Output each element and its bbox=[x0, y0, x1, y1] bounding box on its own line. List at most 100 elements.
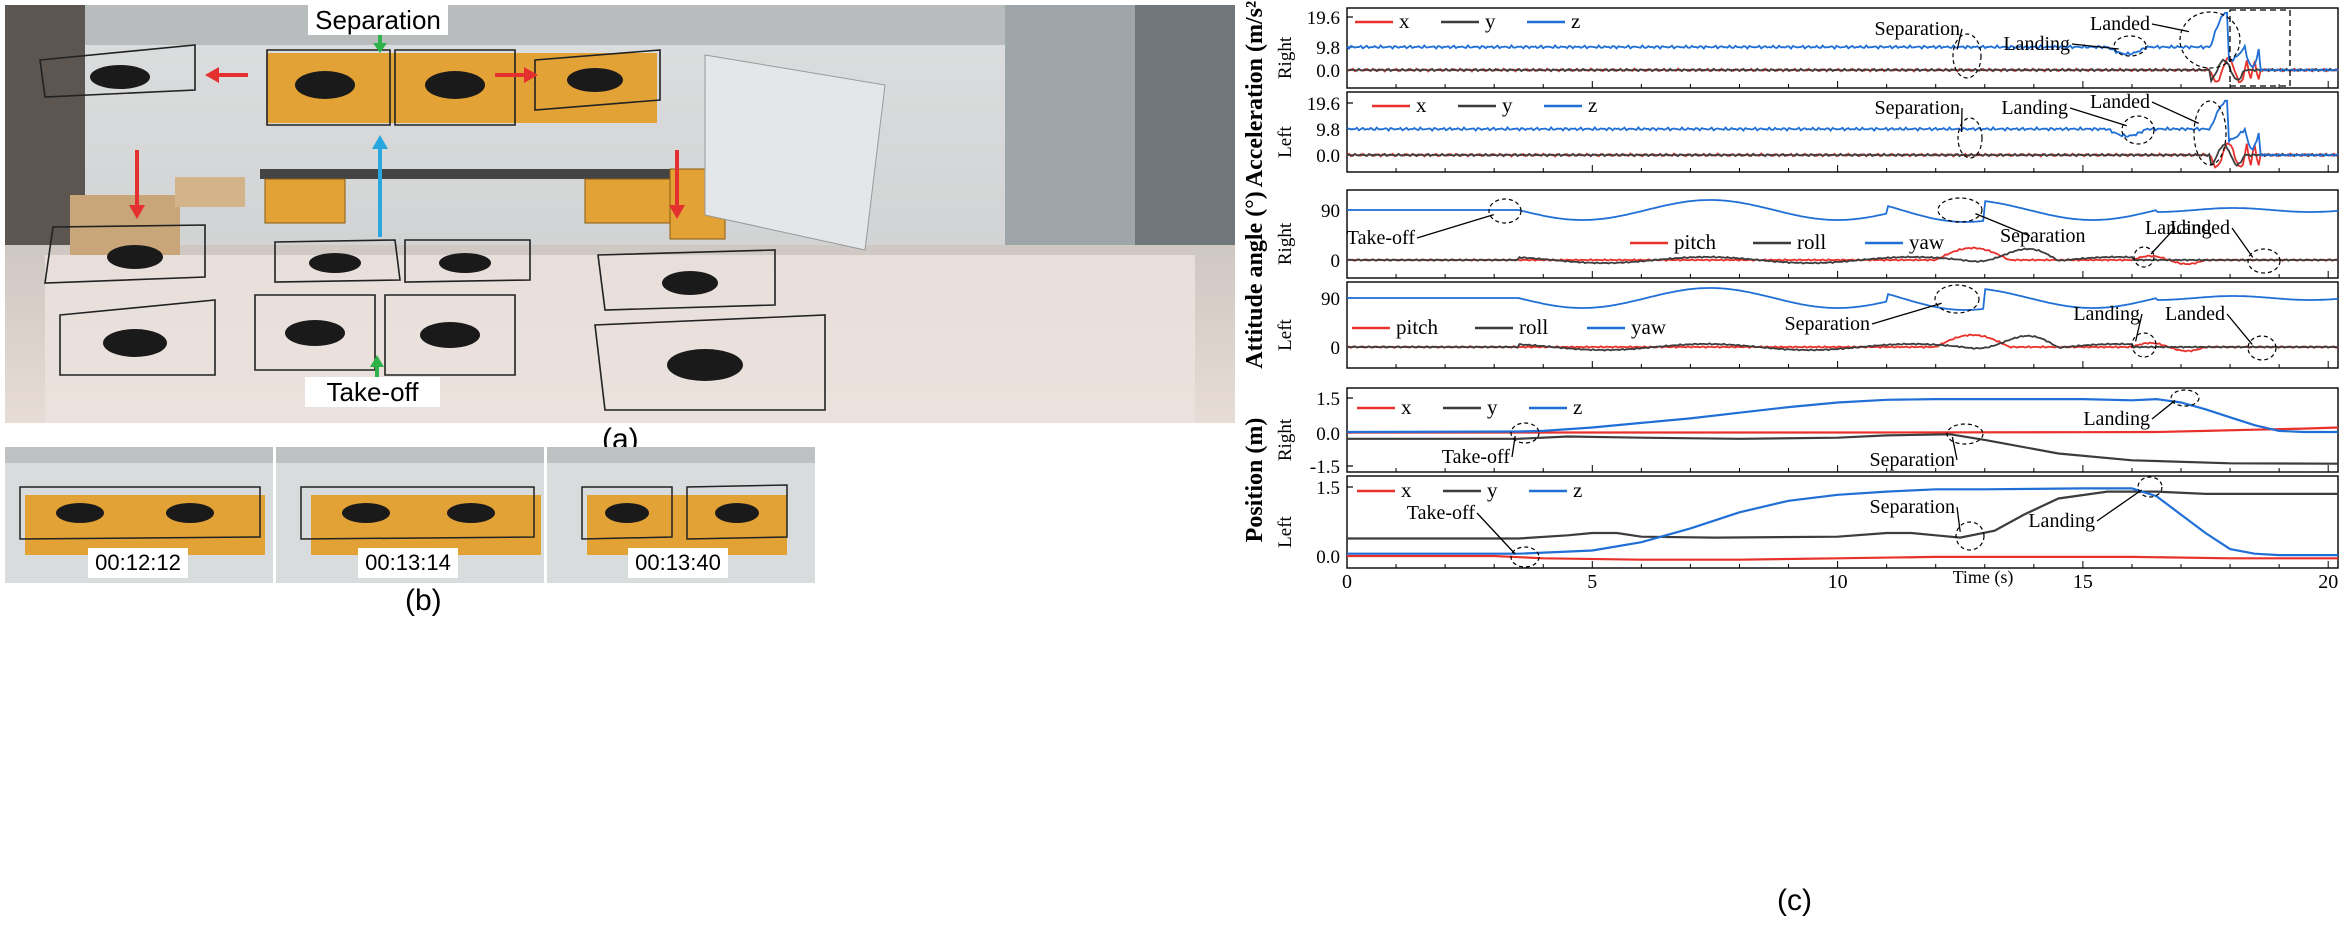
x-tick-label: 15 bbox=[2073, 571, 2093, 593]
series-line-yaw bbox=[1347, 287, 2339, 311]
y-tick-label: 1.5 bbox=[1316, 478, 1340, 499]
annotation-landing: Landing bbox=[2028, 510, 2095, 532]
legend-label-roll: roll bbox=[1797, 230, 1826, 254]
annotation-arrow bbox=[2134, 313, 2143, 342]
annotation-arrow bbox=[1956, 506, 1961, 532]
legend-label-z: z bbox=[1588, 93, 1597, 117]
legend-label-z: z bbox=[1573, 395, 1582, 419]
annotation-circle bbox=[1957, 117, 1983, 159]
legend-label-y: y bbox=[1485, 9, 1496, 33]
series-line-y bbox=[1346, 143, 2339, 168]
annotation-circle bbox=[2179, 11, 2241, 69]
series-line-yaw bbox=[1347, 199, 2339, 223]
annotation-circle bbox=[2121, 115, 2155, 145]
annotation-arrow bbox=[2226, 313, 2253, 345]
annotation-circle bbox=[2137, 476, 2163, 498]
legend-label-x: x bbox=[1399, 9, 1410, 33]
separation-label: Separation bbox=[308, 5, 448, 35]
annotation-circle bbox=[2247, 248, 2281, 274]
annotation-circle bbox=[1934, 284, 1980, 314]
annotation-separation: Separation bbox=[1869, 496, 1955, 518]
timestamp-2: 00:13:14 bbox=[358, 548, 458, 578]
series-line-z bbox=[1347, 487, 2338, 557]
takeoff-label: Take-off bbox=[305, 377, 440, 407]
photo-a bbox=[5, 5, 1235, 423]
annotation-arrow bbox=[2151, 101, 2200, 124]
annotation-circle bbox=[2193, 100, 2227, 166]
y-tick-label: 0.0 bbox=[1316, 547, 1340, 568]
annotation-take-off: Take-off bbox=[1407, 502, 1476, 524]
annotation-arrow bbox=[2071, 43, 2119, 50]
photo-b2 bbox=[276, 447, 544, 583]
panel-label: Right bbox=[1275, 222, 1296, 265]
annotation-landing: Landing bbox=[2001, 97, 2068, 119]
annotation-circle bbox=[1488, 198, 1522, 224]
annotation-circle bbox=[2170, 389, 2200, 407]
caption-b: (b) bbox=[405, 584, 442, 617]
legend-label-yaw: yaw bbox=[1631, 315, 1667, 339]
annotation-circle bbox=[2247, 335, 2277, 361]
annotation-arrow bbox=[1956, 28, 1963, 50]
annotation-arrow bbox=[2151, 399, 2176, 420]
series-line-z bbox=[1346, 397, 2338, 434]
y-tick-label: 0 bbox=[1331, 251, 1341, 272]
legend-label-z: z bbox=[1573, 478, 1582, 502]
annotation-landing: Landing bbox=[2003, 33, 2070, 55]
annotation-landing: Landing bbox=[2073, 303, 2140, 325]
annotation-arrow bbox=[2151, 23, 2190, 33]
series-line-y bbox=[1347, 433, 2339, 465]
timestamp-3: 00:13:40 bbox=[628, 548, 728, 578]
annotation-circle bbox=[2113, 35, 2147, 57]
annotation-separation: Separation bbox=[2000, 225, 2086, 247]
caption-c: (c) bbox=[1777, 884, 1812, 917]
annotation-circle bbox=[2131, 332, 2157, 358]
y-tick-label: -1.5 bbox=[1310, 457, 1340, 478]
annotation-separation: Separation bbox=[1869, 449, 1955, 471]
annotation-landing: Landing bbox=[2145, 217, 2212, 239]
y-tick-label: 1.5 bbox=[1316, 389, 1340, 410]
plot-frame bbox=[1346, 91, 2339, 173]
annotation-take-off: Take-off bbox=[1347, 227, 1416, 249]
annotation-circle bbox=[1937, 197, 1983, 223]
plot-frame bbox=[1346, 189, 2339, 279]
y-tick-label: 0 bbox=[1331, 338, 1341, 359]
annotation-arrow bbox=[1951, 436, 1958, 461]
annotation-landing: Landing bbox=[2083, 408, 2150, 430]
series-line-y bbox=[1347, 490, 2338, 540]
photo-a-scene bbox=[5, 5, 1235, 423]
series-line-y bbox=[1346, 58, 2339, 84]
legend-label-pitch: pitch bbox=[1674, 230, 1716, 254]
x-tick-label: 5 bbox=[1587, 571, 1597, 593]
legend-label-x: x bbox=[1401, 395, 1412, 419]
legend-label-y: y bbox=[1487, 395, 1498, 419]
annotation-arrow bbox=[1511, 435, 1516, 458]
group-title-attitude: Attitude angle (°) bbox=[1242, 191, 1268, 369]
panel-label: Right bbox=[1275, 418, 1296, 461]
legend-label-z: z bbox=[1571, 9, 1580, 33]
x-tick-label: 10 bbox=[1828, 571, 1848, 593]
annotation-landed: Landed bbox=[2165, 303, 2225, 325]
x-tick-label: 20 bbox=[2318, 571, 2338, 593]
legend-label-y: y bbox=[1502, 93, 1513, 117]
annotation-arrow bbox=[2231, 227, 2254, 258]
annotation-circle bbox=[1510, 422, 1540, 444]
series-line-roll bbox=[1346, 334, 2339, 352]
series-line-z bbox=[1346, 99, 2339, 157]
annotation-circle bbox=[2133, 246, 2155, 268]
annotation-separation: Separation bbox=[1784, 313, 1870, 335]
annotation-arrow bbox=[1476, 512, 1516, 555]
annotation-separation: Separation bbox=[1874, 97, 1960, 119]
plot-frame bbox=[1346, 475, 2339, 569]
series-line-x bbox=[1347, 554, 2338, 561]
y-tick-label: 19.6 bbox=[1307, 94, 1340, 115]
annotation-arrow bbox=[1871, 302, 1942, 325]
timestamp-1: 00:12:12 bbox=[88, 548, 188, 578]
annotation-arrow bbox=[1416, 213, 1494, 239]
annotation-circle bbox=[1952, 33, 1982, 79]
annotation-landed: Landed bbox=[2090, 13, 2150, 35]
annotation-arrow bbox=[2096, 489, 2142, 522]
photo-b2-scene bbox=[276, 447, 544, 583]
legend-label-pitch: pitch bbox=[1396, 315, 1438, 339]
plot-frame bbox=[1346, 387, 2339, 473]
y-tick-label: 9.8 bbox=[1316, 38, 1340, 59]
